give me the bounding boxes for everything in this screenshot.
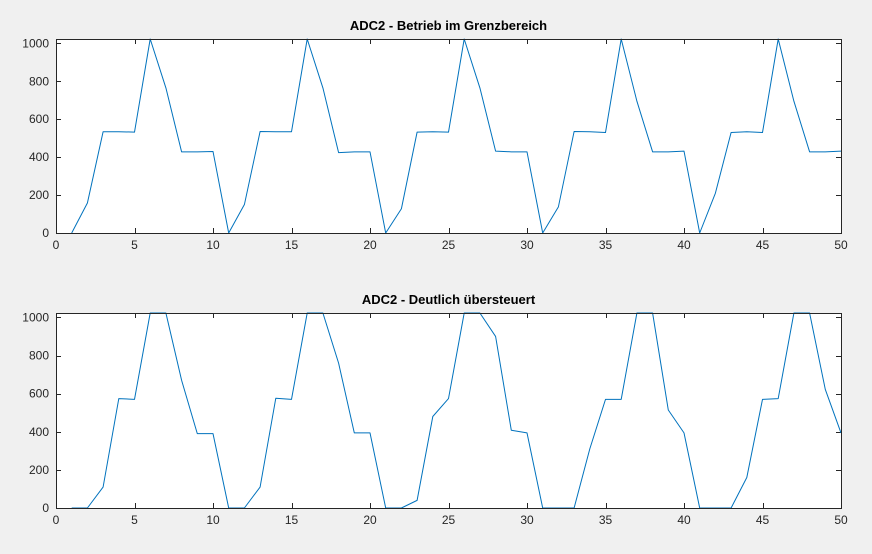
x-tick-label: 5 [131, 513, 138, 527]
series-line [71, 38, 842, 234]
x-tick-label: 45 [756, 238, 770, 252]
x-tick-label: 20 [363, 238, 377, 252]
plot-area [56, 313, 841, 508]
axes-frame [56, 313, 842, 509]
y-tick-label: 800 [29, 349, 49, 363]
y-tick-label: 0 [42, 501, 49, 515]
plot-area [56, 39, 841, 233]
y-tick-label: 1000 [22, 310, 49, 324]
x-tick-label: 40 [677, 513, 691, 527]
x-tick-label: 25 [442, 513, 456, 527]
x-tick-label: 25 [442, 238, 456, 252]
x-tick-label: 20 [363, 513, 377, 527]
y-tick-label: 400 [29, 425, 49, 439]
axes-top: ADC2 - Betrieb im Grenzbereich 0 5 10 15 20 25… [22, 18, 848, 252]
y-tick-label: 800 [29, 74, 49, 88]
x-tick-label: 50 [834, 238, 848, 252]
x-tick-label: 15 [285, 238, 299, 252]
x-tick-label: 45 [756, 513, 770, 527]
x-tick-label: 35 [599, 238, 613, 252]
x-tick-label: 30 [520, 238, 534, 252]
y-tick-label: 600 [29, 112, 49, 126]
chart-title: ADC2 - Deutlich übersteuert [362, 292, 536, 307]
x-tick-label: 15 [285, 513, 299, 527]
x-tick-label: 0 [53, 513, 60, 527]
chart-title: ADC2 - Betrieb im Grenzbereich [350, 18, 547, 33]
y-tick-label: 200 [29, 463, 49, 477]
x-tick-label: 50 [834, 513, 848, 527]
x-tick-label: 0 [53, 238, 60, 252]
y-tick-label: 400 [29, 150, 49, 164]
x-tick-label: 5 [131, 238, 138, 252]
x-tick-label: 10 [206, 238, 220, 252]
axes-frame [56, 39, 842, 234]
y-tick-label: 600 [29, 387, 49, 401]
x-tick-label: 10 [206, 513, 220, 527]
y-tick-label: 200 [29, 188, 49, 202]
x-tick-label: 30 [520, 513, 534, 527]
x-tick-label: 40 [677, 238, 691, 252]
y-tick-label: 1000 [22, 36, 49, 50]
axes-bottom: ADC2 - Deutlich übersteuert 0 5 10 15 20 25 30 3… [22, 292, 848, 527]
y-tick-label: 0 [42, 226, 49, 240]
x-tick-label: 35 [599, 513, 613, 527]
